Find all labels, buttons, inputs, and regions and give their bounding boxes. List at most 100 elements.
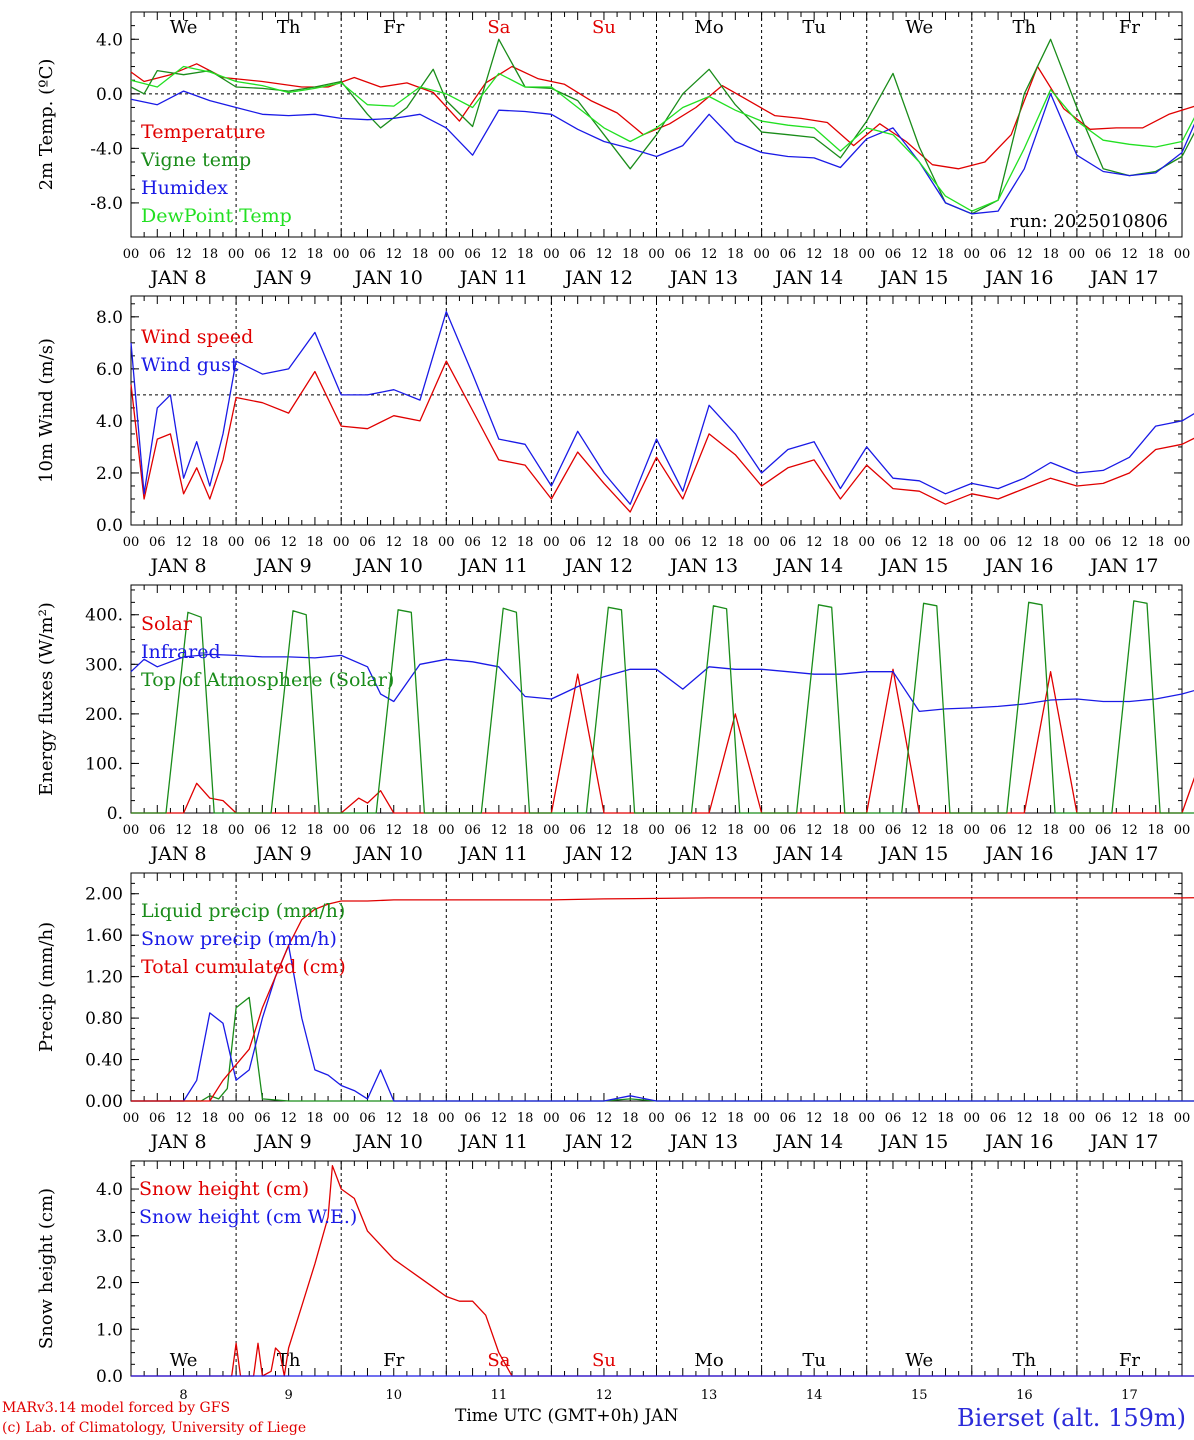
wind-hour-label: 12 [596, 535, 613, 550]
precip-hour-label: 00 [123, 1111, 140, 1126]
wind-hour-label: 12 [1121, 535, 1138, 550]
energy-series-2 [131, 600, 1194, 814]
snow-weekday-label: Mo [694, 1350, 723, 1371]
energy-hour-label: 00 [1069, 823, 1086, 838]
energy-hour-label: 00 [648, 823, 665, 838]
energy-hour-label: 06 [885, 823, 902, 838]
temp-hour-label: 06 [569, 247, 586, 262]
temp-hour-label: 06 [254, 247, 271, 262]
precip-hour-label: 06 [569, 1111, 586, 1126]
precip-hour-label: 18 [832, 1111, 849, 1126]
temp-hour-label: 06 [885, 247, 902, 262]
wind-hour-label: 12 [1016, 535, 1033, 550]
precip-hour-label: 00 [438, 1111, 455, 1126]
precip-hour-label: 00 [228, 1111, 245, 1126]
precip-hour-label: 12 [806, 1111, 823, 1126]
energy-hour-label: 12 [596, 823, 613, 838]
precip-hour-label: 18 [412, 1111, 429, 1126]
precip-hour-label: 12 [385, 1111, 402, 1126]
precip-hour-label: 18 [1147, 1111, 1164, 1126]
precip-hour-label: 06 [464, 1111, 481, 1126]
energy-hour-label: 00 [1174, 823, 1191, 838]
temp-hour-label: 00 [648, 247, 665, 262]
wind-hour-label: 18 [622, 535, 639, 550]
wind-hour-label: 18 [202, 535, 219, 550]
precip-hour-label: 06 [149, 1111, 166, 1126]
wind-hour-label: 12 [385, 535, 402, 550]
temp-hour-label: 12 [280, 247, 297, 262]
footer-model-credit: MARv3.14 model forced by GFS [2, 1400, 231, 1416]
wind-hour-label: 06 [464, 535, 481, 550]
temp-legend-0: Temperature [141, 121, 265, 143]
wind-hour-label: 18 [727, 535, 744, 550]
temp-hour-label: 00 [1174, 247, 1191, 262]
energy-hour-label: 00 [333, 823, 350, 838]
temp-weekday-label: Tu [802, 17, 826, 38]
snow-day-number: 12 [596, 1388, 613, 1403]
energy-hour-label: 06 [359, 823, 376, 838]
snow-day-number: 11 [491, 1388, 508, 1403]
temp-y-tick-label: -4.0 [90, 139, 123, 159]
wind-y-tick-label: 2.0 [96, 464, 123, 484]
energy-y-tick-label: 100. [85, 754, 123, 774]
precip-hour-label: 18 [307, 1111, 324, 1126]
energy-hour-label: 00 [543, 823, 560, 838]
energy-hour-label: 06 [675, 823, 692, 838]
run-label: run: 2025010806 [1010, 211, 1168, 232]
temp-hour-label: 18 [307, 247, 324, 262]
energy-hour-label: 12 [701, 823, 718, 838]
energy-y-axis-title: Energy fluxes (W/m²) [36, 602, 57, 796]
wind-y-tick-label: 8.0 [96, 308, 123, 328]
snow-y-tick-label: 4.0 [96, 1180, 123, 1200]
precip-hour-label: 06 [359, 1111, 376, 1126]
temp-hour-label: 12 [596, 247, 613, 262]
temp-hour-label: 00 [1069, 247, 1086, 262]
wind-hour-label: 12 [911, 535, 928, 550]
snow-y-tick-label: 1.0 [96, 1320, 123, 1340]
energy-hour-label: 12 [385, 823, 402, 838]
temp-date-label: JAN 12 [563, 267, 633, 289]
precip-hour-label: 12 [596, 1111, 613, 1126]
wind-hour-label: 06 [569, 535, 586, 550]
wind-y-axis-title: 10m Wind (m/s) [36, 338, 57, 483]
snow-y-axis-title: Snow height (cm) [36, 1188, 57, 1349]
temp-date-label: JAN 14 [773, 267, 843, 289]
energy-hour-label: 06 [464, 823, 481, 838]
precip-legend-0: Liquid precip (mm/h) [141, 900, 345, 922]
temp-date-label: JAN 16 [983, 267, 1053, 289]
wind-hour-label: 00 [333, 535, 350, 550]
energy-hour-label: 06 [149, 823, 166, 838]
energy-hour-label: 12 [806, 823, 823, 838]
energy-date-label: JAN 8 [149, 843, 207, 865]
snow-day-number: 16 [1016, 1388, 1033, 1403]
precip-hour-label: 18 [937, 1111, 954, 1126]
wind-hour-label: 06 [675, 535, 692, 550]
wind-hour-label: 06 [990, 535, 1007, 550]
precip-date-label: JAN 10 [353, 1131, 423, 1153]
precip-hour-label: 00 [753, 1111, 770, 1126]
wind-hour-label: 00 [648, 535, 665, 550]
wind-date-label: JAN 12 [563, 555, 633, 577]
energy-hour-label: 06 [254, 823, 271, 838]
temp-hour-label: 06 [464, 247, 481, 262]
x-axis-title: Time UTC (GMT+0h) JAN [455, 1406, 679, 1426]
snow-day-number: 14 [806, 1388, 823, 1403]
snow-day-number: 9 [285, 1388, 293, 1403]
temp-y-tick-label: 4.0 [96, 30, 123, 50]
temp-date-label: JAN 10 [353, 267, 423, 289]
energy-hour-label: 18 [727, 823, 744, 838]
precip-hour-label: 18 [1042, 1111, 1059, 1126]
precip-hour-label: 18 [202, 1111, 219, 1126]
precip-hour-label: 06 [780, 1111, 797, 1126]
wind-hour-label: 00 [964, 535, 981, 550]
temp-weekday-label: We [170, 17, 198, 38]
temp-weekday-label: Th [277, 17, 301, 38]
energy-hour-label: 18 [307, 823, 324, 838]
energy-hour-label: 18 [1147, 823, 1164, 838]
precip-hour-label: 06 [1095, 1111, 1112, 1126]
energy-date-label: JAN 15 [878, 843, 948, 865]
wind-hour-label: 18 [517, 535, 534, 550]
energy-hour-label: 00 [753, 823, 770, 838]
temp-hour-label: 06 [990, 247, 1007, 262]
